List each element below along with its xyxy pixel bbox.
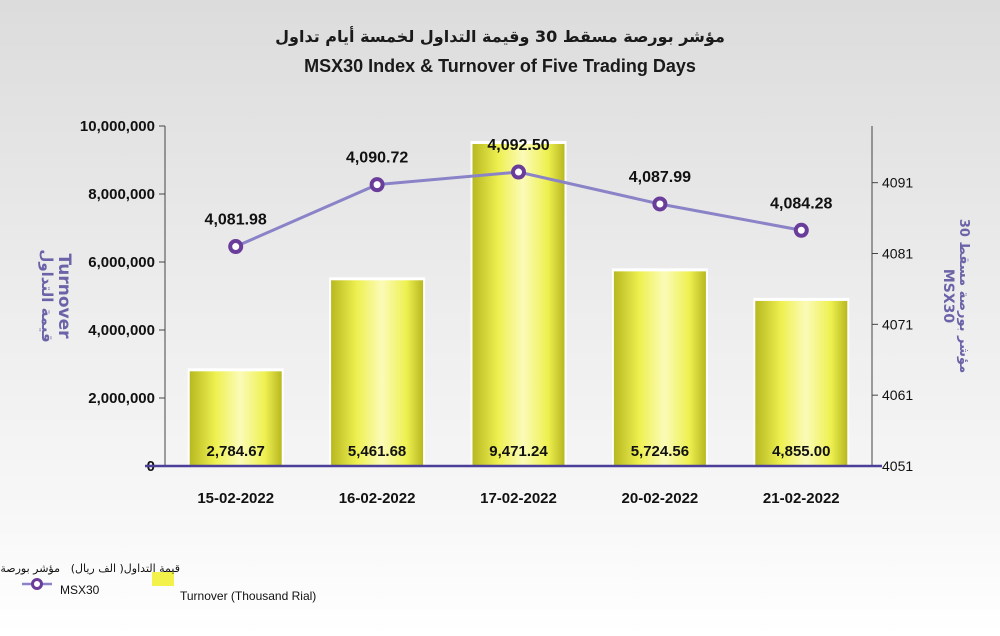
legend-bar-swatch xyxy=(152,572,174,586)
right-axis-tick-label: 4091 xyxy=(882,175,913,191)
bar xyxy=(613,271,706,466)
bar-series: 2,784.67 5,461.68 9,471.24 5,724.56 4,855.00 xyxy=(187,140,850,466)
left-axis-title-arabic: قيمة التداول xyxy=(38,249,56,342)
chart-title: MSX30 Index & Turnover of Five Trading D… xyxy=(304,56,696,76)
x-axis-tick-label: 16-02-2022 xyxy=(339,490,416,507)
right-axis-title-english: MSX30 xyxy=(940,269,956,324)
legend: مؤشر بورصة مسقط 30 MSX30 قيمة التداول( ا… xyxy=(0,562,316,603)
left-axis: 02,000,0004,000,0006,000,0008,000,00010,… xyxy=(80,118,166,475)
bar-value-label: 9,471.24 xyxy=(489,443,548,460)
x-axis-tick-label: 21-02-2022 xyxy=(763,490,840,507)
right-axis-tick-label: 4071 xyxy=(882,316,913,332)
msx30-value-label: 4,090.72 xyxy=(346,150,408,167)
msx30-point xyxy=(511,164,526,180)
msx30-point xyxy=(369,177,385,193)
legend-marker-swatch xyxy=(31,578,43,590)
bar xyxy=(472,143,565,466)
right-axis-title-arabic: مؤشر بورصة مسقط 30 xyxy=(956,219,971,373)
right-axis-tick-label: 4051 xyxy=(882,458,913,474)
line-series: 4,081.98 4,090.72 4,092.50 4,087.99 4,084.28 xyxy=(205,137,833,255)
right-axis-title: مؤشر بورصة مسقط 30 MSX30 xyxy=(940,219,971,373)
bar-value-label: 5,724.56 xyxy=(631,443,689,460)
msx30-point xyxy=(652,196,668,212)
left-axis-tick-label: 8,000,000 xyxy=(88,186,155,203)
chart-title-arabic: مؤشر بورصة مسقط 30 وقيمة التداول لخمسة أ… xyxy=(275,26,725,46)
legend-item-msx30: مؤشر بورصة مسقط 30 MSX30 xyxy=(0,562,100,597)
left-axis-title: قيمة التداول Turnover xyxy=(38,249,74,342)
left-axis-tick-label: 4,000,000 xyxy=(88,322,155,339)
msx30-value-label: 4,081.98 xyxy=(205,212,267,229)
bar-value-label: 2,784.67 xyxy=(207,443,265,460)
x-axis-tick-label: 17-02-2022 xyxy=(480,490,557,507)
left-axis-tick-label: 6,000,000 xyxy=(88,254,155,271)
msx30-value-label: 4,084.28 xyxy=(770,195,832,212)
x-axis-tick-label: 20-02-2022 xyxy=(622,490,699,507)
category-labels: 15-02-2022 16-02-2022 17-02-2022 20-02-2022… xyxy=(197,490,839,507)
bar xyxy=(189,371,282,466)
legend-label-msx30: MSX30 xyxy=(60,583,100,597)
legend-label-turnover: Turnover (Thousand Rial) xyxy=(180,589,316,603)
bar-value-label: 5,461.68 xyxy=(348,443,406,460)
legend-label-turnover-arabic: قيمة التداول( الف ريال) xyxy=(71,562,180,575)
bar-value-label: 4,855.00 xyxy=(772,443,830,460)
bar xyxy=(331,280,424,466)
right-axis: 4051 4061 4071 4081 4091 xyxy=(871,126,913,474)
left-axis-title-english: Turnover xyxy=(54,254,74,340)
msx30-value-label: 4,092.50 xyxy=(487,137,549,154)
msx30-point xyxy=(228,239,244,255)
x-axis-tick-label: 15-02-2022 xyxy=(197,490,274,507)
msx30-value-label: 4,087.99 xyxy=(629,169,691,186)
left-axis-tick-label: 10,000,000 xyxy=(80,118,155,135)
right-axis-tick-label: 4081 xyxy=(882,246,913,262)
right-axis-tick-label: 4061 xyxy=(882,387,913,403)
legend-label-msx30-arabic: مؤشر بورصة مسقط 30 xyxy=(0,562,60,575)
legend-item-turnover: قيمة التداول( الف ريال) Turnover (Thousa… xyxy=(71,562,317,603)
left-axis-tick-label: 2,000,000 xyxy=(88,390,155,407)
msx30-point xyxy=(793,222,809,238)
bar xyxy=(755,300,848,466)
